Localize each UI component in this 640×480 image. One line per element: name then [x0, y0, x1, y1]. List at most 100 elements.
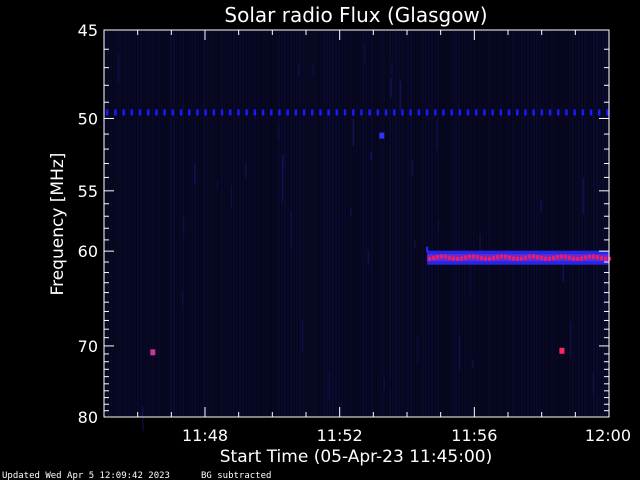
texture-streak: [182, 30, 184, 417]
texture-streak: [449, 30, 451, 417]
texture-streak: [350, 30, 352, 417]
y-tick-label: 45: [78, 21, 98, 40]
interference-band-segment: [311, 109, 314, 116]
texture-streak: [440, 30, 442, 417]
texture-streak: [434, 30, 436, 417]
texture-streak: [455, 30, 457, 417]
texture-streak: [410, 30, 412, 417]
emission-band-core: [488, 256, 491, 261]
interference-band-segment: [155, 109, 158, 116]
x-tick-label: 11:48: [182, 426, 228, 445]
point-source: [150, 349, 156, 356]
texture-streak: [236, 30, 238, 417]
y-tick-label: 55: [78, 182, 98, 201]
texture-streak: [188, 30, 190, 417]
interference-band-segment: [106, 109, 109, 116]
interference-band-segment: [557, 109, 560, 116]
texture-streak: [293, 30, 295, 417]
texture-streak: [566, 30, 568, 417]
interference-band-segment: [589, 109, 593, 116]
texture-speck: [471, 359, 474, 369]
texture-streak: [530, 30, 532, 417]
texture-speck: [540, 200, 542, 212]
texture-streak: [242, 30, 244, 417]
texture-streak: [152, 30, 154, 417]
texture-streak: [461, 30, 463, 417]
texture-streak: [140, 30, 142, 417]
texture-streak: [443, 30, 445, 417]
emission-band-core: [468, 254, 471, 259]
texture-streak: [308, 30, 310, 417]
emission-band-core: [592, 254, 595, 259]
texture-streak: [260, 30, 262, 417]
texture-streak: [239, 30, 241, 417]
texture-speck: [312, 63, 314, 78]
texture-streak: [602, 30, 604, 417]
emission-band-core: [448, 255, 451, 260]
texture-streak: [407, 30, 409, 417]
interference-band-segment: [376, 109, 380, 116]
interference-band-segment: [417, 109, 421, 116]
texture-streak: [161, 30, 163, 417]
texture-streak: [155, 30, 157, 417]
texture-streak: [185, 30, 187, 417]
texture-streak: [194, 30, 196, 417]
interference-band-segment: [581, 109, 585, 116]
interference-band-segment: [220, 109, 224, 116]
emission-band-core: [584, 255, 587, 260]
plot-background: [104, 30, 609, 417]
point-source: [379, 132, 385, 139]
texture-streak: [428, 30, 430, 417]
texture-streak: [593, 30, 595, 417]
interference-band-segment: [516, 109, 519, 116]
texture-streak: [218, 30, 220, 417]
texture-streak: [500, 30, 502, 417]
texture-streak: [365, 30, 367, 417]
interference-band-segment: [409, 109, 412, 116]
interference-band-segment: [573, 109, 576, 116]
texture-streak: [272, 30, 274, 417]
emission-band-core: [516, 256, 519, 261]
texture-streak: [557, 30, 559, 417]
texture-speck: [383, 378, 385, 390]
emission-band-core: [524, 255, 527, 260]
texture-streak: [509, 30, 511, 417]
interference-band-segment: [302, 109, 306, 116]
texture-speck: [458, 334, 461, 371]
texture-speck: [230, 185, 233, 209]
emission-band-core: [436, 255, 439, 260]
texture-streak: [344, 30, 346, 417]
texture-streak: [527, 30, 529, 417]
texture-streak: [494, 30, 496, 417]
texture-streak: [347, 30, 349, 417]
texture-streak: [506, 30, 508, 417]
texture-streak: [104, 30, 106, 417]
texture-streak: [143, 30, 145, 417]
texture-streak: [356, 30, 358, 417]
interference-band-segment: [163, 109, 166, 116]
texture-streak: [551, 30, 553, 417]
texture-streak: [284, 30, 286, 417]
texture-speck: [183, 216, 185, 235]
interference-band-segment: [458, 109, 462, 116]
texture-speck: [290, 210, 292, 249]
texture-streak: [212, 30, 214, 417]
interference-band-segment: [179, 109, 183, 116]
texture-streak: [287, 30, 289, 417]
texture-streak: [134, 30, 136, 417]
texture-streak: [227, 30, 229, 417]
interference-band-segment: [212, 109, 216, 116]
texture-streak: [599, 30, 601, 417]
texture-streak: [137, 30, 139, 417]
emission-band-core: [544, 256, 547, 261]
texture-streak: [521, 30, 523, 417]
texture-streak: [581, 30, 583, 417]
texture-streak: [299, 30, 301, 417]
texture-streak: [503, 30, 505, 417]
emission-band-core: [508, 255, 511, 260]
interference-band-segment: [245, 109, 248, 116]
texture-streak: [476, 30, 478, 417]
emission-band-core: [572, 256, 575, 261]
point-source: [559, 347, 565, 354]
texture-streak: [380, 30, 382, 417]
